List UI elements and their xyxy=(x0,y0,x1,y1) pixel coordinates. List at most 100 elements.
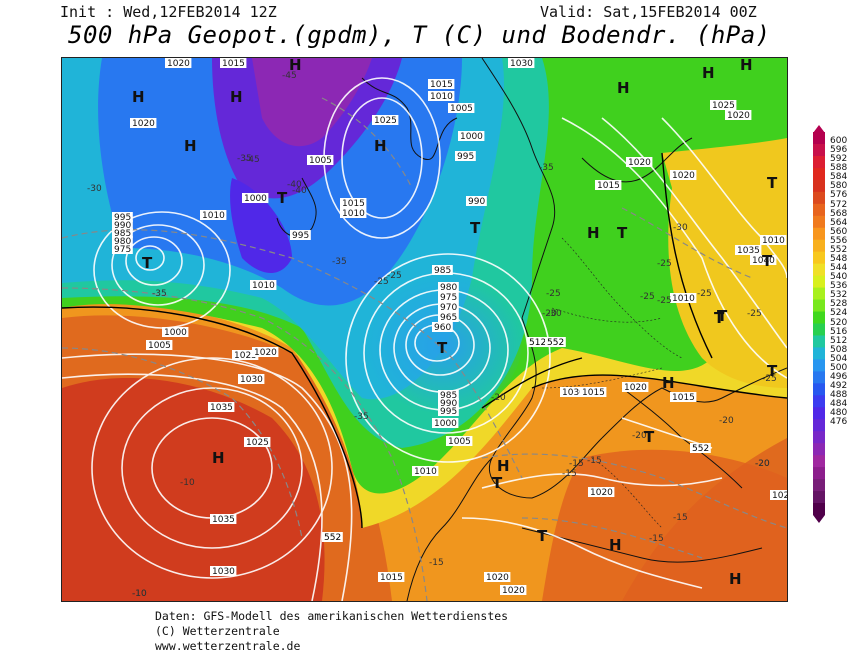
pressure-center-marker: H xyxy=(132,88,145,106)
temperature-label: -30 xyxy=(673,223,688,233)
field-low-center xyxy=(362,273,522,413)
pressure-center-marker: T xyxy=(470,219,481,237)
pressure-center-marker: T xyxy=(767,362,778,380)
colorbar-swatch xyxy=(813,179,825,193)
pressure-center-marker: T xyxy=(644,428,655,446)
pressure-label: 1015 xyxy=(342,199,365,209)
pressure-label-bg xyxy=(146,340,173,350)
colorbar-swatch xyxy=(813,347,825,361)
temperature-label: -25 xyxy=(640,292,655,302)
pressure-label: 1015 xyxy=(582,388,605,398)
pressure-label: 1000 xyxy=(460,132,483,142)
colorbar-swatch xyxy=(813,443,825,456)
temperature-label: -25 xyxy=(546,289,561,299)
colorbar-label: 548 xyxy=(830,254,848,265)
gpdm-label-bg xyxy=(527,337,548,347)
pressure-label-bg xyxy=(725,110,752,120)
pressure-center-marker: T xyxy=(492,474,503,492)
pressure-label: 1025 xyxy=(234,351,257,361)
colorbar-swatch xyxy=(813,395,825,408)
temperature-label: -20 xyxy=(491,393,506,403)
colorbar-label: 496 xyxy=(830,372,848,383)
pressure-label: 1020 xyxy=(254,348,277,358)
pressure-label-bg xyxy=(220,58,247,68)
pressure-label: 995 xyxy=(440,407,457,417)
pressure-center-marker: H xyxy=(740,58,753,74)
colorbar-swatch xyxy=(813,215,825,229)
pressure-center-marker: H xyxy=(662,374,675,392)
temperature-label: -10 xyxy=(132,589,147,599)
colorbar-label: 544 xyxy=(830,263,848,274)
colorbar-label: 600 xyxy=(830,136,848,146)
pressure-label: 1020 xyxy=(486,573,509,583)
pressure-label: 985 xyxy=(440,391,457,401)
pressure-center-marker: T xyxy=(437,339,448,357)
temperature-label: -15 xyxy=(587,456,602,466)
pressure-label-bg xyxy=(252,347,279,357)
pressure-label-bg xyxy=(438,390,459,400)
pressure-center-marker: T xyxy=(142,254,153,272)
temperature-label: -45 xyxy=(245,155,260,165)
pressure-label: 1010 xyxy=(342,209,365,219)
colorbar-swatch xyxy=(813,227,825,241)
colorbar-swatch xyxy=(813,467,825,480)
pressure-label: 1040 xyxy=(752,256,775,266)
pressure-label-bg xyxy=(162,327,189,337)
pressure-label-bg xyxy=(466,196,487,206)
colorbar-swatch xyxy=(813,203,825,217)
colorbar-label: 500 xyxy=(830,362,848,373)
pressure-label-bg xyxy=(508,58,535,68)
colorbar-swatch xyxy=(813,371,825,384)
pressure-label-bg xyxy=(760,235,787,245)
pressure-center-marker: H xyxy=(729,570,742,588)
pressure-label-bg xyxy=(307,155,334,165)
pressure-label: 1030 xyxy=(212,567,235,577)
pressure-label: 1035 xyxy=(210,403,233,413)
pressure-label-bg xyxy=(432,322,453,332)
gpdm-label: 512 xyxy=(529,338,546,348)
temperature-label: -30 xyxy=(87,184,102,194)
pressure-label-bg xyxy=(210,566,237,576)
pressure-center-marker: T xyxy=(277,189,288,207)
colorbar-label: 580 xyxy=(830,181,848,192)
pressure-label-bg xyxy=(290,230,311,240)
pressure-label: 1030 xyxy=(562,388,585,398)
pressure-label-bg xyxy=(428,91,455,101)
pressure-label-bg xyxy=(210,514,237,524)
pressure-label-bg xyxy=(432,265,453,275)
pressure-label-bg xyxy=(735,245,762,255)
colorbar-label: 524 xyxy=(830,308,848,319)
pressure-label: 1010 xyxy=(414,467,437,477)
colorbar-swatch xyxy=(813,132,825,145)
pressure-label: 1010 xyxy=(202,211,225,221)
colorbar-swatch xyxy=(813,335,825,349)
colorbar-label: 528 xyxy=(830,299,848,310)
temperature-label: -15 xyxy=(649,534,664,544)
pressure-label: 1028 xyxy=(772,491,787,501)
pressure-label: 1005 xyxy=(448,437,471,447)
pressure-label: 1025 xyxy=(712,101,735,111)
footer: Daten: GFS-Modell des amerikanischen Wet… xyxy=(155,609,508,654)
pressure-center-marker: T xyxy=(762,252,773,270)
colorbar-label: 592 xyxy=(830,154,848,165)
colorbar-swatch xyxy=(813,155,825,169)
pressure-label-bg xyxy=(670,293,697,303)
pressure-center-marker: T xyxy=(717,307,728,325)
pressure-center-marker: H xyxy=(289,58,302,74)
pressure-label-bg xyxy=(438,406,459,416)
temperature-label: -25 xyxy=(762,374,777,384)
pressure-label-bg xyxy=(130,118,157,128)
pressure-label: 1000 xyxy=(244,194,267,204)
temperature-label: -20 xyxy=(542,309,557,319)
gpdm-label: 552 xyxy=(547,338,564,348)
colorbar-swatch xyxy=(813,167,825,181)
pressure-label-bg xyxy=(438,302,459,312)
pressure-center-marker: T xyxy=(537,527,548,545)
temperature-label: -45 xyxy=(282,71,297,81)
pressure-center-marker: H xyxy=(617,79,630,97)
pressure-label-bg xyxy=(438,292,459,302)
temperature-label: -20 xyxy=(632,431,647,441)
pressure-label-bg xyxy=(710,100,737,110)
pressure-label: 1010 xyxy=(252,281,275,291)
gpdm-label: 552 xyxy=(692,444,709,454)
